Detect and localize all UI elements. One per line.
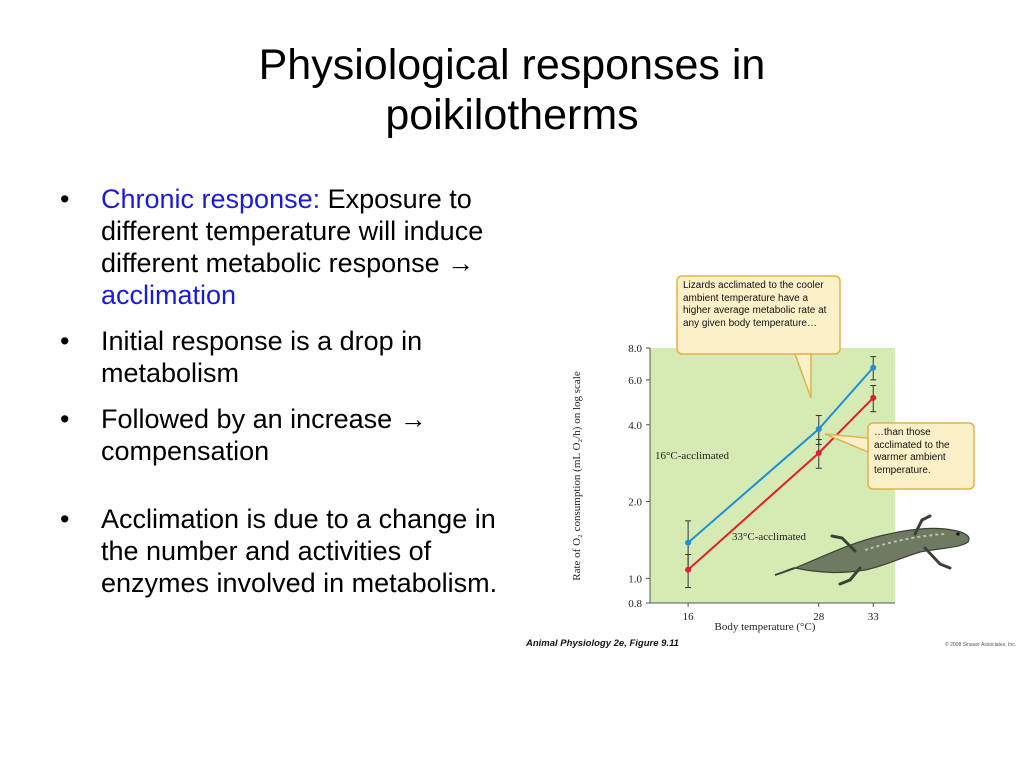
arrow-glyph: → xyxy=(399,404,427,434)
bullet-text: Acclimation is due to a change in the nu… xyxy=(101,504,498,598)
bullet-lead: Chronic response: xyxy=(101,184,321,214)
slide-title-line-2: poikilotherms xyxy=(385,91,639,139)
bullet-list: • Chronic response: Exposure to differen… xyxy=(58,183,498,613)
bullet-dot: • xyxy=(60,326,70,356)
callout-pointer xyxy=(793,353,812,399)
x-tick-label: 16 xyxy=(683,611,695,623)
data-point xyxy=(815,449,822,456)
callout-box-warm xyxy=(867,422,975,490)
y-tick-label: 4.0 xyxy=(628,420,642,432)
bullet-text: Initial response is a drop in metabolism xyxy=(101,326,423,388)
bullet-item: • Followed by an increase → compensation xyxy=(58,403,498,467)
x-tick-label: 33 xyxy=(868,611,880,623)
y-tick-label: 1.0 xyxy=(628,573,642,585)
arrow-glyph: → xyxy=(447,248,475,278)
series-label-33c: 33°C-acclimated xyxy=(732,531,807,543)
series-label-16c: 16°C-acclimated xyxy=(655,450,730,462)
copyright-note: © 2008 Sinauer Associates, Inc. xyxy=(945,641,1016,648)
figure: 0.8 1.0 2.0 4.0 6.0 8.0 16 28 33 Body temperatur… xyxy=(520,268,1020,658)
callout-pointer xyxy=(824,433,869,454)
callout-text-warm: …than those acclimated to the warmer amb… xyxy=(874,427,950,476)
bullet-dot: • xyxy=(60,184,70,214)
y-tick-label: 2.0 xyxy=(628,497,642,509)
bullet-item: • Initial response is a drop in metaboli… xyxy=(58,325,498,389)
slide-title: Physiological responses in poikilotherms xyxy=(0,40,1024,140)
metabolic-rate-chart: 0.8 1.0 2.0 4.0 6.0 8.0 16 28 33 Body temperatur… xyxy=(525,275,1016,649)
bullet-text: Exposure to different temperature will i… xyxy=(101,184,484,278)
data-point xyxy=(685,539,692,546)
y-tick-label: 6.0 xyxy=(628,375,642,387)
bullet-item: • Acclimation is due to a change in the … xyxy=(58,503,498,599)
bullet-text: Followed by an increase xyxy=(101,404,393,434)
data-point xyxy=(815,425,822,432)
y-tick-label: 0.8 xyxy=(628,598,642,610)
bullet-dot: • xyxy=(60,504,70,534)
data-point xyxy=(870,394,877,401)
bullet-item: • Chronic response: Exposure to differen… xyxy=(58,183,498,311)
slide-title-line-1: Physiological responses in xyxy=(258,41,766,89)
y-tick-label: 8.0 xyxy=(628,343,642,355)
data-point xyxy=(870,364,877,371)
figure-caption: Animal Physiology 2e, Figure 9.11 xyxy=(525,638,679,649)
bullet-tail: compensation xyxy=(101,436,270,466)
data-point xyxy=(685,566,692,573)
lizard-illustration xyxy=(774,514,970,586)
y-axis-label: Rate of O₂ consumption (mL O₂/h) on log … xyxy=(571,371,583,581)
bullet-dot: • xyxy=(60,404,70,434)
callout-text-cool: Lizards acclimated to the cooler ambient… xyxy=(683,280,827,329)
bullet-tail: acclimation xyxy=(101,280,237,310)
x-axis-label: Body temperature (°C) xyxy=(715,621,816,633)
x-tick-label: 28 xyxy=(813,611,825,623)
callout-box-cool xyxy=(676,275,841,355)
